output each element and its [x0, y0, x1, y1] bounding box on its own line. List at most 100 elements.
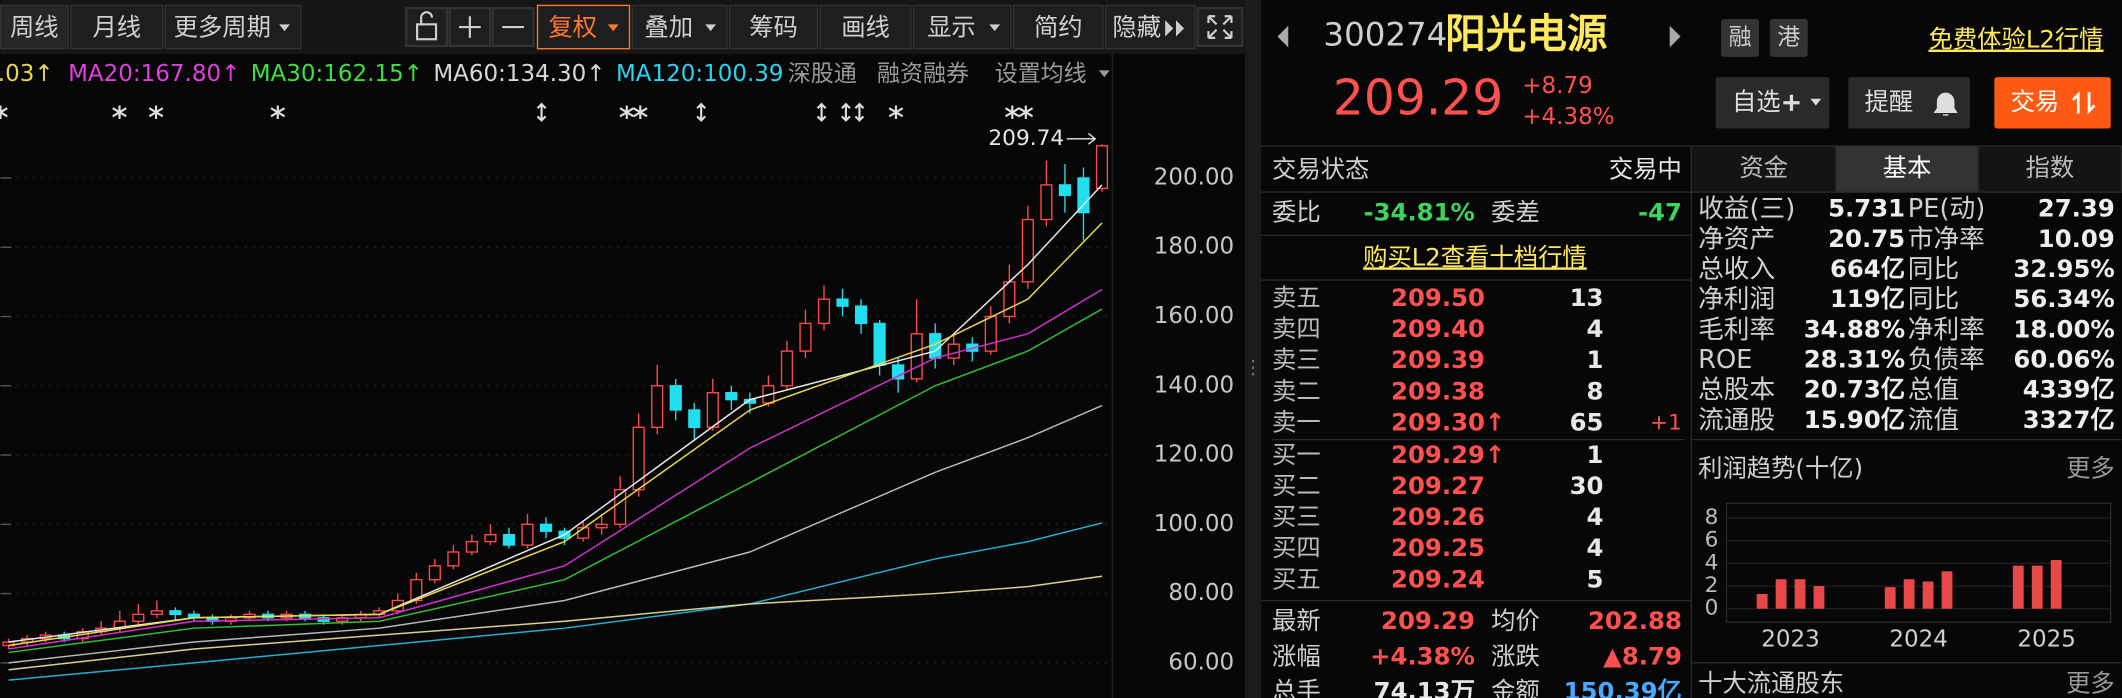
- last-price: 209.29: [1333, 70, 1503, 126]
- action-button[interactable]: [1848, 77, 1971, 129]
- stat-label: 最新: [1272, 606, 1321, 635]
- action-button[interactable]: [1715, 77, 1830, 129]
- book-level: 卖一: [1272, 407, 1321, 436]
- fund-label: PE(动): [1908, 194, 1985, 224]
- book-volume: 1: [1587, 440, 1604, 469]
- fund-label: 总股本: [1698, 375, 1775, 405]
- fund-value: 56.34%: [2013, 284, 2114, 313]
- fund-tab-label: 资金: [1739, 153, 1788, 182]
- crosshair-button[interactable]: [448, 7, 492, 48]
- profit-bar: [1813, 586, 1825, 609]
- event-marker: [1004, 105, 1020, 120]
- indicator-link[interactable]: 融资融券: [877, 61, 969, 87]
- candle-body: [539, 523, 553, 532]
- profit-y-tick: 2: [1705, 573, 1719, 598]
- status-value: 交易中: [1609, 154, 1682, 183]
- fund-label: 同比: [1908, 255, 1959, 285]
- tool-label: 筹码: [749, 12, 798, 41]
- profit-x-label: 2024: [1889, 626, 1948, 652]
- candle-body: [854, 305, 868, 325]
- l2-link[interactable]: 免费体验L2行情: [1929, 25, 2104, 54]
- period-tab[interactable]: [0, 4, 69, 50]
- book-level: 卖二: [1272, 376, 1321, 405]
- l2-buy-link[interactable]: 购买L2查看十档行情: [1363, 242, 1587, 271]
- book-price: 209.26: [1391, 502, 1485, 531]
- book-volume: 4: [1587, 314, 1604, 343]
- event-marker: [536, 102, 547, 122]
- y-tick-label: 140.00: [1154, 372, 1234, 398]
- max-price-label: 209.74: [988, 126, 1064, 151]
- collapse-icon: [1165, 20, 1185, 37]
- profit-bar: [1903, 579, 1915, 609]
- tool-label: 画线: [841, 12, 890, 41]
- badge: [1769, 18, 1808, 57]
- fund-label: ROE: [1698, 345, 1752, 375]
- book-volume: 1: [1587, 345, 1604, 374]
- more-link[interactable]: 更多: [2066, 453, 2115, 482]
- ratio-label: 委差: [1491, 198, 1540, 227]
- status-label: 交易状态: [1272, 154, 1369, 183]
- tool-button[interactable]: [1012, 4, 1104, 50]
- prev-stock[interactable]: [1277, 25, 1289, 48]
- indicator-link[interactable]: 设置均线: [995, 61, 1087, 87]
- book-volume: 4: [1587, 533, 1604, 562]
- book-volume: 65: [1570, 407, 1604, 436]
- stat-value: ▲8.79: [1603, 641, 1682, 670]
- next-stock[interactable]: [1669, 25, 1681, 48]
- fund-label: 负债率: [1908, 345, 1985, 375]
- change-pct: +4.38%: [1522, 104, 1614, 130]
- profit-bar: [1794, 579, 1806, 609]
- fund-value: 34.88%: [1804, 314, 1905, 343]
- event-marker: [0, 105, 8, 120]
- period-tab[interactable]: [164, 4, 302, 50]
- fund-label: 总收入: [1698, 255, 1775, 285]
- fund-value: 10.09: [2038, 224, 2115, 253]
- ma-line: [8, 522, 1103, 681]
- ma-line: [8, 575, 1103, 671]
- ratio-value: -34.81%: [1363, 198, 1474, 227]
- profit-bar: [1884, 587, 1896, 609]
- tool-button[interactable]: [819, 4, 912, 50]
- action-button[interactable]: [1994, 77, 2111, 129]
- action-label: 自选: [1732, 87, 1781, 116]
- profit-bar: [1756, 593, 1768, 609]
- indicator-link[interactable]: 深股通: [788, 61, 857, 87]
- fund-tab[interactable]: [1835, 145, 1979, 193]
- profit-y-tick: 8: [1705, 505, 1719, 530]
- stat-value: 150.39亿: [1564, 677, 1682, 698]
- fund-label: 流值: [1908, 405, 1959, 435]
- more-link[interactable]: 更多: [2066, 668, 2115, 697]
- stat-value: 209.29: [1381, 606, 1475, 635]
- splitter-handle: ⋮: [1244, 356, 1263, 378]
- period-tab[interactable]: [70, 4, 164, 50]
- y-tick-label: 100.00: [1154, 511, 1234, 537]
- candle-body: [799, 322, 812, 352]
- candle-body: [1077, 177, 1090, 214]
- icon-buttons[interactable]: [405, 7, 1244, 48]
- fund-value: 5.731: [1828, 194, 1905, 223]
- y-tick-label: 200.00: [1154, 164, 1234, 190]
- fund-value: 28.31%: [1804, 344, 1905, 373]
- book-price: 209.25: [1391, 533, 1485, 562]
- stat-label: 均价: [1491, 606, 1540, 635]
- expand-icon: [1207, 15, 1233, 39]
- event-marker: [112, 105, 127, 120]
- profit-bar: [2031, 565, 2043, 609]
- book-price: 209.39: [1391, 345, 1485, 374]
- fund-tab[interactable]: [1690, 145, 1837, 193]
- fund-value: 15.90亿: [1804, 405, 1905, 434]
- fullscreen-button[interactable]: [1196, 7, 1244, 48]
- candle-body: [447, 551, 460, 567]
- dropdown-arrow: [1098, 70, 1110, 78]
- fund-tab[interactable]: [1977, 145, 2122, 193]
- ma-line: [8, 222, 1103, 647]
- badge-label: 港: [1777, 24, 1800, 50]
- candle-body: [1003, 281, 1016, 318]
- ratio-label: 委比: [1272, 198, 1321, 227]
- profit-x-label: 2025: [2017, 626, 2076, 652]
- book-level: 卖五: [1272, 283, 1321, 312]
- dropdown-arrow: [705, 24, 717, 32]
- profit-bar: [2050, 559, 2062, 609]
- tool-button[interactable]: [728, 4, 819, 50]
- fund-value: 60.06%: [2013, 344, 2114, 373]
